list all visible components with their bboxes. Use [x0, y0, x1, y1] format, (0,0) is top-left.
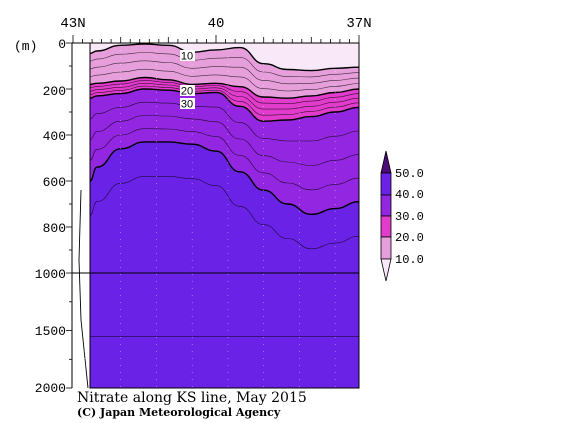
contour-label-10: 10 [180, 50, 195, 63]
isoline-thin-3 [89, 80, 360, 105]
y-tick-label-0: 0 [58, 37, 66, 52]
colorbar-bin-10-20 [380, 236, 392, 260]
colorbar-bin-40-50 [380, 172, 392, 196]
x-tick-label-40: 40 [208, 16, 225, 32]
y-tick-label-200: 200 [43, 84, 66, 99]
x-axis-ticks [72, 35, 360, 43]
y-tick-label-1000: 1000 [35, 267, 66, 282]
isoline-iso30 [89, 88, 360, 122]
isoline-thin-1 [89, 60, 360, 85]
x-tick-label-37n: 37N [346, 16, 371, 32]
isoline-thin-4 [89, 82, 360, 110]
colorbar-label-10: 10.0 [395, 253, 424, 267]
colorbar-label-20: 20.0 [395, 231, 424, 245]
isoline-iso20 [89, 76, 360, 99]
contour-label-20: 20 [180, 85, 195, 98]
caption: Nitrate along KS line, May 2015 (C) Japa… [77, 390, 307, 419]
svg-text:10: 10 [181, 51, 193, 63]
colorbar-label-50: 50.0 [395, 167, 424, 181]
y-tick-label-400: 400 [43, 129, 66, 144]
y-tick-label-800: 800 [43, 221, 66, 236]
x-tick-label-43n: 43N [60, 16, 85, 32]
isoline-thin-0 [89, 52, 360, 78]
isoline-iso10 [89, 43, 360, 72]
y-tick-label-600: 600 [43, 175, 66, 190]
isoline-thin-7 [89, 115, 360, 166]
svg-text:30: 30 [181, 99, 193, 111]
y-axis-unit-label: (m) [14, 39, 37, 54]
isoline-thin-5 [89, 85, 360, 116]
colorbar-top-arrow [380, 150, 392, 174]
colorbar: 50.0 40.0 30.0 20.0 10.0 [380, 150, 424, 282]
colorbar-bin-30-40 [380, 194, 392, 217]
colorbar-label-30: 30.0 [395, 210, 424, 224]
contour-bands [90, 43, 359, 388]
svg-text:20: 20 [181, 86, 193, 98]
contour-label-30: 30 [180, 98, 195, 111]
y-tick-label-1500: 1500 [35, 324, 66, 339]
colorbar-bin-20-30 [380, 215, 392, 238]
colorbar-label-40: 40.0 [395, 188, 424, 202]
colorbar-bottom-arrow [380, 258, 392, 282]
y-axis-ticks [66, 42, 72, 389]
band-0-10 [90, 43, 359, 71]
y-tick-label-2000: 2000 [35, 381, 66, 396]
chart-title: Nitrate along KS line, May 2015 [77, 390, 307, 406]
y-tick-labels: 0 200 400 600 800 1000 1500 2000 [35, 37, 66, 396]
copyright-credit: (C) Japan Meteorological Agency [77, 406, 281, 419]
isoline-thin-6 [89, 101, 360, 142]
bottom-topography-line [78, 189, 89, 389]
plot-overlay [72, 43, 359, 389]
